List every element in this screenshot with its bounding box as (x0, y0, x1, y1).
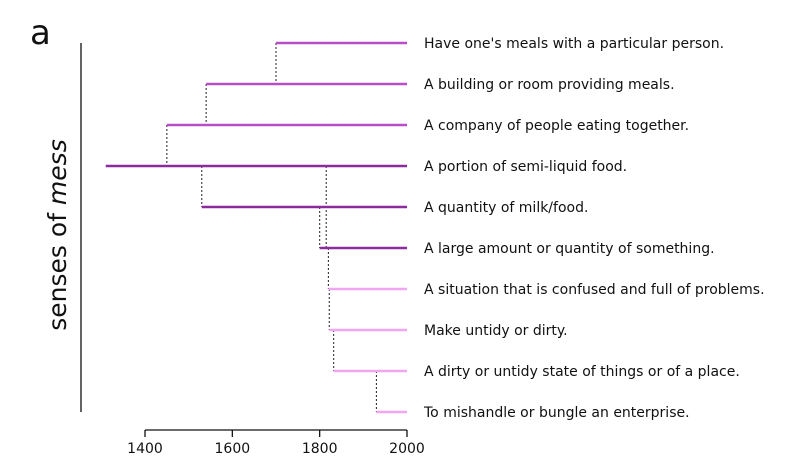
y-axis-label-prefix: senses of (43, 205, 72, 331)
sense-label-2: A company of people eating together. (424, 118, 689, 134)
x-axis: 1400 1600 1800 2000 (127, 429, 425, 457)
sense-label-5: A large amount or quantity of something. (424, 241, 715, 257)
connector-lines (166, 43, 377, 412)
y-axis-label: senses of mess (43, 139, 72, 330)
sense-label-7: Make untidy or dirty. (424, 323, 568, 339)
sense-label-3: A portion of semi-liquid food. (424, 159, 627, 175)
x-tick-label-2000: 2000 (389, 441, 425, 455)
svg-text:senses of mess: senses of mess (43, 139, 72, 330)
y-axis-label-emphasis: mess (43, 139, 72, 205)
sense-label-4: A quantity of milk/food. (424, 200, 588, 216)
sense-label-1: A building or room providing meals. (424, 77, 675, 93)
x-tick-label-1800: 1800 (302, 441, 338, 455)
sense-label-6: A situation that is confused and full of… (424, 282, 765, 298)
x-tick-label-1600: 1600 (215, 441, 251, 455)
x-tick-label-1400: 1400 (127, 441, 163, 455)
sense-lines (105, 41, 407, 414)
panel-label: a (30, 13, 51, 53)
sense-label-9: To mishandle or bungle an enterprise. (423, 405, 690, 421)
sense-label-0: Have one's meals with a particular perso… (424, 36, 724, 52)
sense-label-8: A dirty or untidy state of things or of … (424, 364, 740, 380)
sense-labels: Have one's meals with a particular perso… (423, 36, 765, 421)
